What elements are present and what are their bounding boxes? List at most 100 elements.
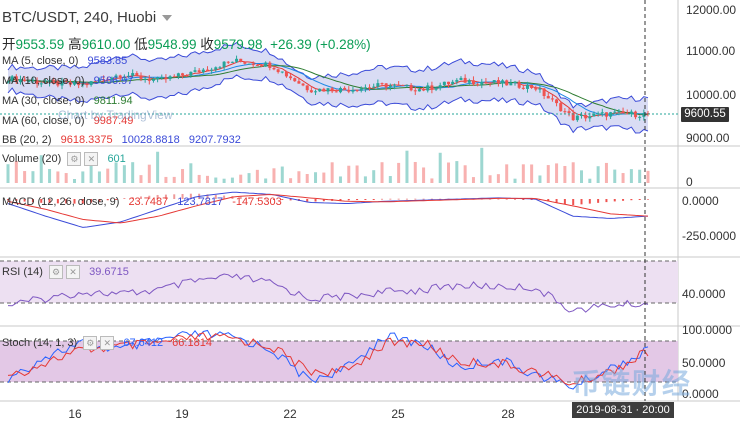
volume-bar [629,169,633,183]
macd-histogram-bar [347,199,350,201]
candle-body [127,75,131,77]
legend-volume[interactable]: Volume (20) ⚙ ✕ 601 [2,152,126,166]
volume-bar [214,177,218,183]
candle-body [106,79,110,81]
candle-body [268,62,272,68]
settings-icon[interactable]: ⚙ [49,265,64,279]
bollinger-up-line [7,41,649,109]
legend-ma60[interactable]: MA (60, close, 0) 9987.49 [2,115,133,127]
candle-body [289,76,293,79]
candle-body [230,61,234,63]
candle-body [534,87,538,90]
candle-body [625,113,629,115]
close-icon[interactable]: ✕ [66,265,81,279]
candle-body [172,76,176,78]
candle-body [542,88,546,97]
candle-body [185,75,189,77]
volume-bar [89,165,93,183]
volume-bar [197,174,201,183]
candle-body [31,80,35,82]
volume-bar [546,165,550,183]
macd-histogram-bar [364,199,367,200]
macd-histogram-bar [322,199,325,202]
candle-body [351,90,355,92]
legend-bb[interactable]: BB (20, 2) 9618.3375 10028.8818 9207.793… [2,134,241,146]
volume-bar [372,170,376,183]
candle-body [559,103,563,112]
symbol-title[interactable]: BTC/USDT, 240, Huobi [2,9,173,26]
settings-icon[interactable]: ⚙ [83,336,98,350]
macd-histogram-bar [314,199,317,202]
candle-body [604,112,608,117]
candle-body [405,84,409,86]
candle-body [326,88,330,92]
chevron-down-icon[interactable] [162,15,173,22]
candle-body [571,113,575,121]
candle-body [305,85,309,91]
macd-histogram-bar [164,194,167,199]
low-value: 9548.99 [147,37,197,52]
volume-bar [613,169,617,183]
volume-bar [6,164,10,183]
candle-body [280,71,284,73]
low-label: 低 [134,37,148,52]
candle-body [151,79,155,81]
legend-ma10[interactable]: MA (10, close, 0) 9566.97 [2,75,133,87]
legend-macd[interactable]: MACD (12, 26, close, 9) 23.7487 123.7817… [2,196,282,208]
change-value: +26.39 (+0.28%) [270,37,371,52]
legend-rsi[interactable]: RSI (14) ⚙ ✕ 39.6715 [2,265,129,279]
volume-bar [48,168,52,183]
settings-icon[interactable]: ⚙ [67,152,82,166]
volume-bar [455,161,459,183]
legend-stoch[interactable]: Stoch (14, 1, 3) ⚙ ✕ 67.6412 66.1814 [2,336,212,350]
candle-body [272,67,276,70]
candle-body [509,82,513,86]
candle-body [293,78,297,82]
close-icon[interactable]: ✕ [84,152,99,166]
volume-bar [588,178,592,183]
macd-histogram-bar [281,199,284,200]
candle-body [567,111,571,114]
volume-bar [555,163,559,183]
macd-histogram-bar [7,199,9,201]
volume-bar [280,166,284,183]
high-value: 9610.00 [81,37,131,52]
volume-bar [122,165,126,183]
volume-bar [230,177,234,183]
candle-body [401,84,405,86]
bollinger-lo-line [7,74,649,134]
volume-bar [72,178,76,183]
legend-ma10-value: 9566.97 [93,75,134,87]
candle-body [413,90,417,92]
candle-body [309,90,313,93]
volume-bar [363,176,367,183]
volume-bar [97,171,101,183]
volume-bar [405,150,409,183]
legend-ma5[interactable]: MA (5, close, 0) 9583.85 [2,55,127,67]
macd-histogram-bar [65,199,68,204]
candle-body [613,111,617,113]
candle-body [131,73,135,76]
candle-body [77,81,81,86]
volume-bar [14,161,18,183]
close-icon[interactable]: ✕ [100,336,115,350]
legend-ma30[interactable]: MA (30, close, 0) 9811.94 [2,95,133,107]
macd-histogram-bar [223,195,226,199]
candle-body [580,114,584,116]
legend-volume-value: 601 [107,152,126,165]
volume-bar [189,163,193,183]
volume-bar [596,166,600,183]
volume-bar [164,176,168,183]
crosshair-date-tag: 2019-08-31 · 20:00 [572,402,674,418]
volume-bar [447,162,451,183]
candle-body [368,87,372,89]
legend-rsi-label: RSI (14) [2,265,43,278]
volume-bar [438,152,442,183]
candle-body [617,111,621,113]
legend-ma60-value: 9987.49 [93,115,134,127]
candle-body [93,81,97,83]
candle-body [426,85,430,91]
macd-histogram-bar [40,199,43,203]
macd-histogram-bar [414,198,417,200]
